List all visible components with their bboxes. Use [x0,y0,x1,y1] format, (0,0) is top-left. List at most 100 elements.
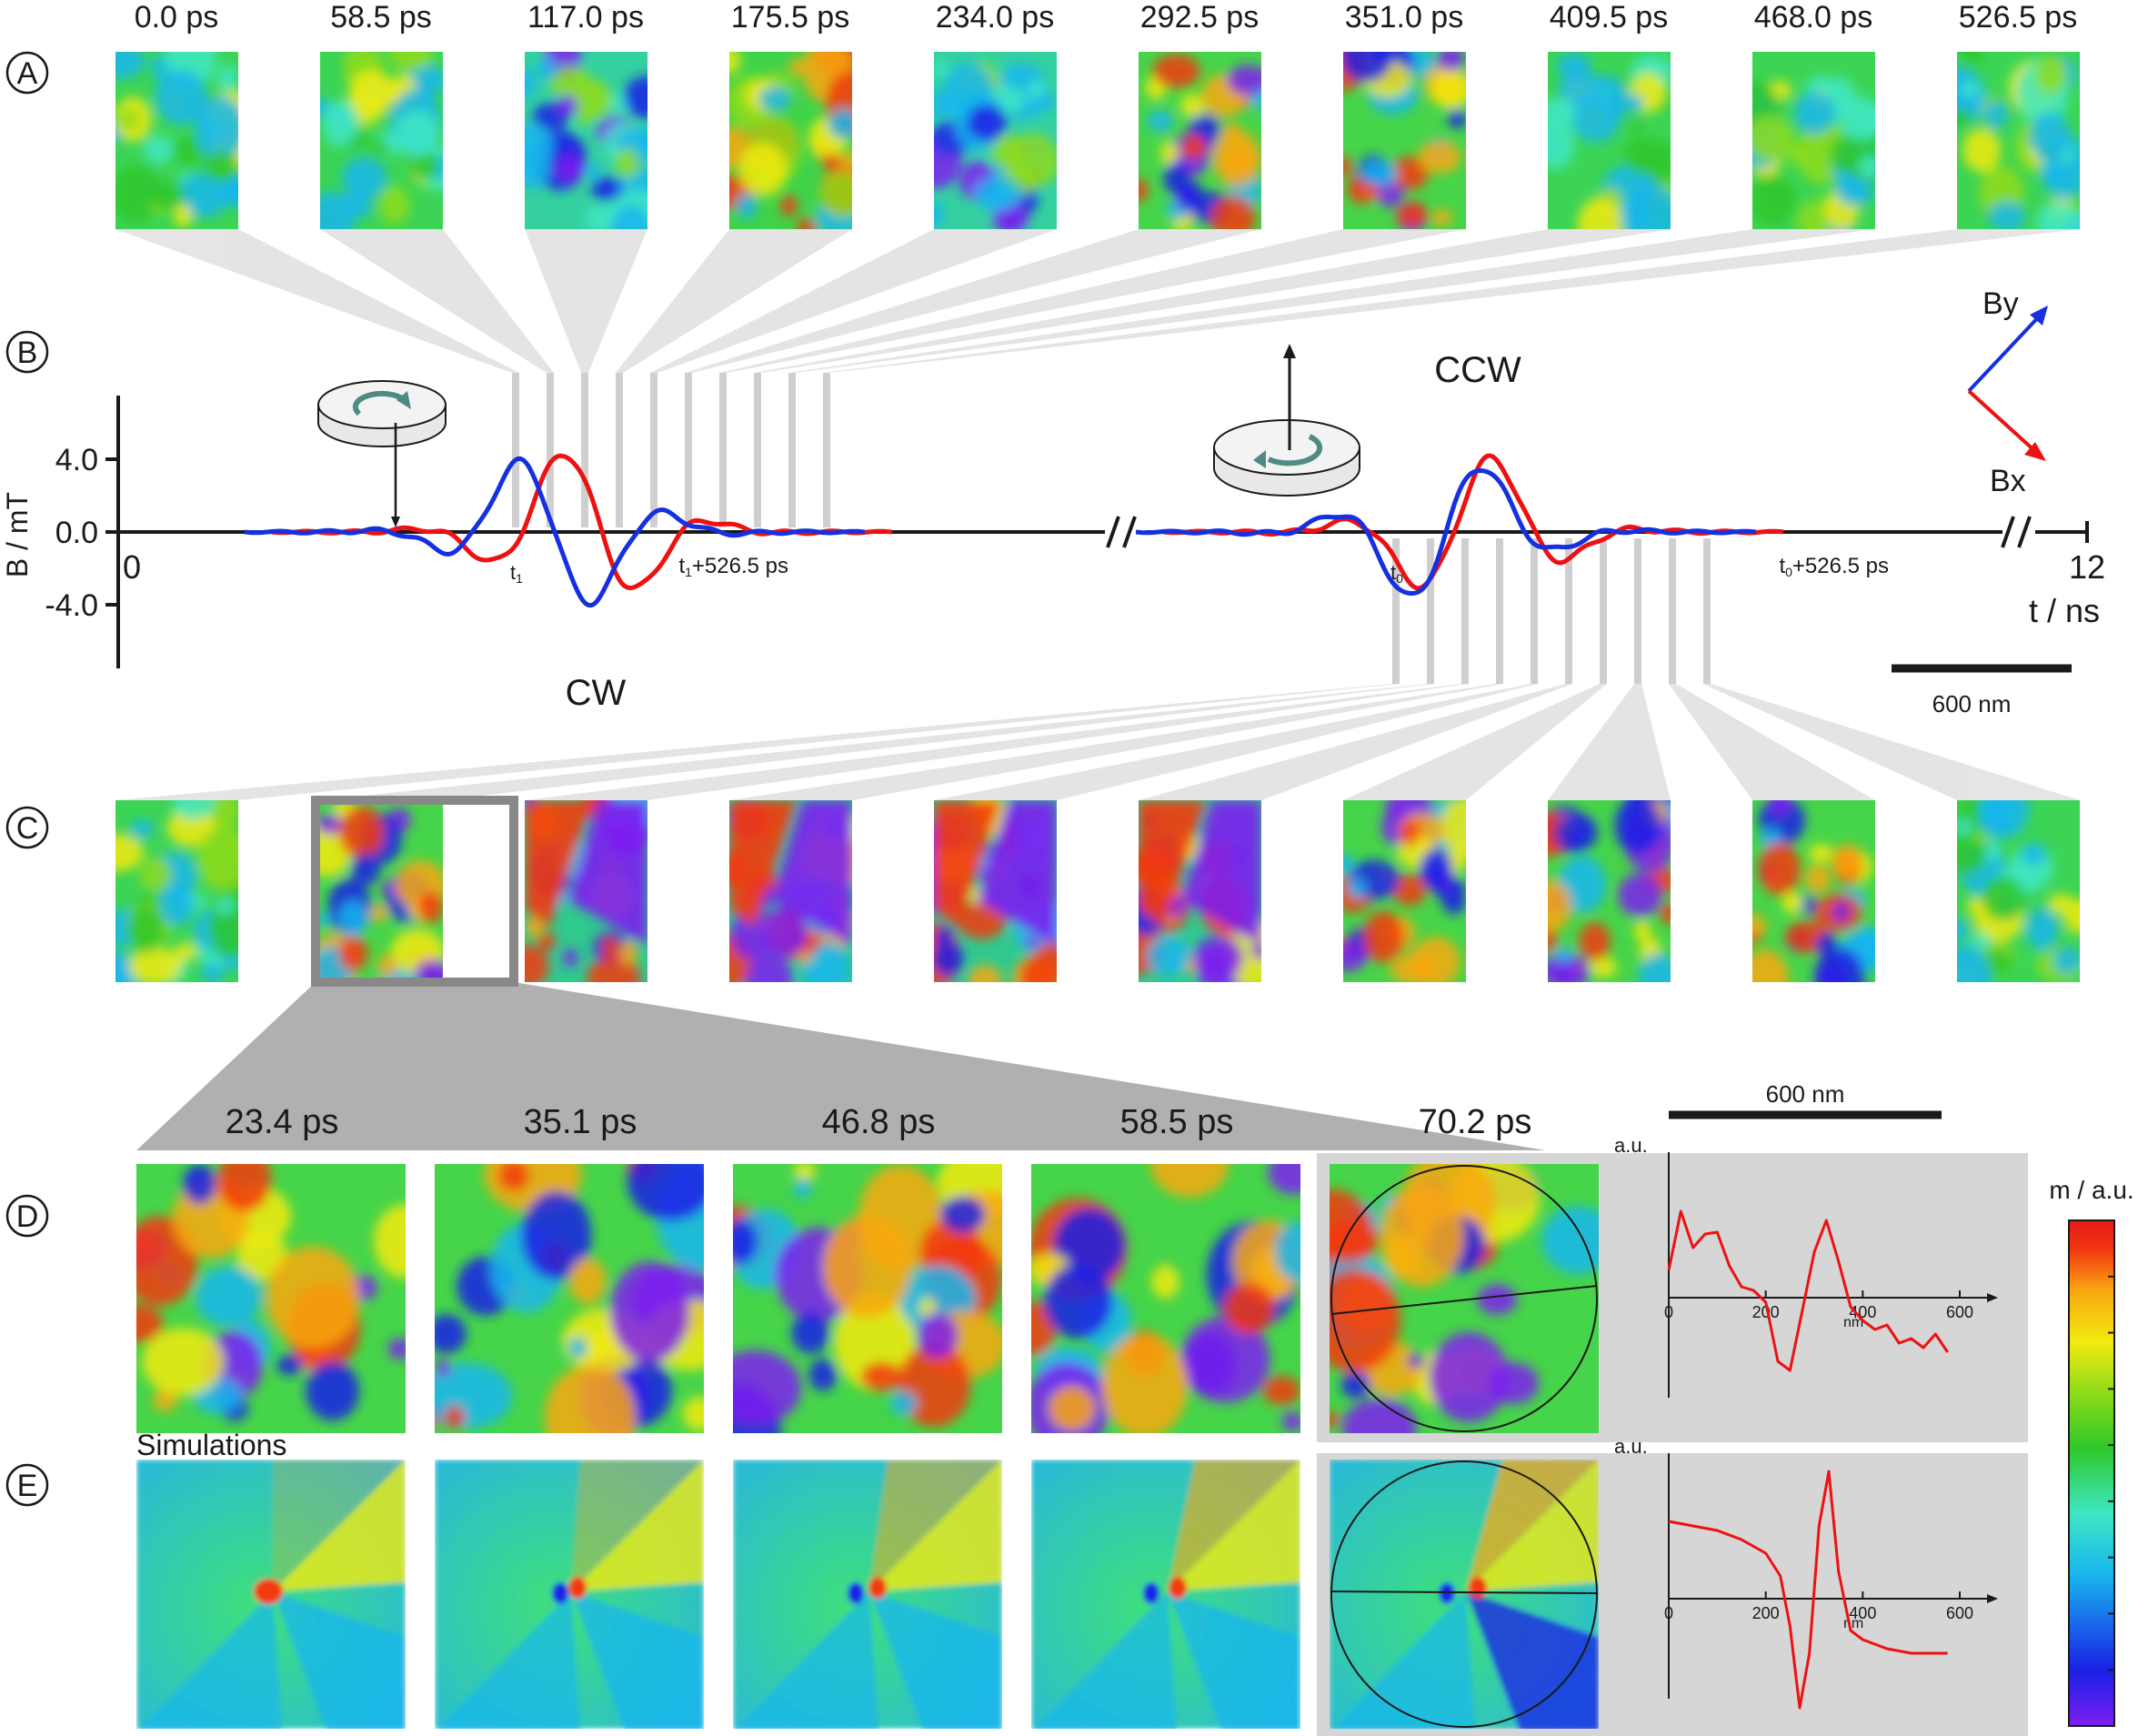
panel-d-times: 23.4 ps 35.1 ps 46.8 ps 58.5 ps 70.2 ps [226,1103,1532,1141]
axis-break-2 [2001,516,2032,548]
line-profile-circle-e [1330,1460,1598,1728]
line-profile-cut-e [1330,1590,1598,1594]
colorbar-label: m / a.u. [2049,1176,2133,1204]
map-c-0 [115,800,238,982]
time-bar-cw-7 [754,373,761,527]
connector-a-4 [650,229,1057,373]
profE-xtick-label-0: 0 [1664,1604,1673,1622]
profD-xlabel: nm [1843,1315,1863,1330]
connector-a-5 [685,229,1261,373]
panel-d-maps [136,1164,1599,1433]
time-bar-ccw-6 [1600,538,1607,684]
pulse-end-1: t0+526.5 ps [1779,554,1889,579]
connector-a-1 [320,229,554,373]
connector-c-9 [1703,684,2080,800]
time-bar-cw-0 [512,373,519,527]
profE-xtick-label-2: 400 [1849,1604,1876,1622]
time-bar-cw-1 [547,373,554,527]
connector-c-2 [525,684,1469,800]
field-series [244,453,1784,608]
time-bar-ccw-1 [1427,538,1434,684]
map-e-1 [435,1460,704,1729]
map-c-4 [934,800,1057,982]
series-bx-ccw [1162,453,1784,591]
connector-c-7 [1548,684,1671,800]
time-bar-ccw-7 [1634,538,1641,684]
time-bar-cw-2 [581,373,588,527]
panel-c-marker [5,806,49,849]
map-c-2 [525,800,647,982]
scale-bar-d: 600 nm [1669,1080,1942,1119]
map-a-5 [1139,52,1261,229]
map-d-0 [136,1164,406,1433]
panel-a-times: 0.0 ps 58.5 ps 117.0 ps 175.5 ps 234.0 ps 292… [135,0,2078,35]
y-tick-label-1: 0.0 [55,516,98,550]
panel-b-letter: B [17,336,38,370]
connector-c-4 [934,684,1538,800]
panel-a-letter: A [17,56,38,91]
map-c-7 [1548,800,1671,982]
map-e-4 [1330,1460,1599,1729]
profD-xtick-label-3: 600 [1946,1303,1973,1321]
time-bar-cw-3 [616,373,623,527]
panel-d-letter: D [16,1199,39,1234]
panel-d-time-3: 58.5 ps [1120,1103,1234,1141]
legend-by: By [1982,286,2019,321]
time-bar-ccw-3 [1496,538,1503,684]
map-d-1 [435,1164,704,1433]
profE-xtick-label-3: 600 [1946,1604,1973,1622]
panel-a-time-6: 351.0 ps [1345,0,1463,35]
panel-e-marker [5,1463,49,1507]
connector-c-6 [1343,684,1607,800]
map-c-8 [1752,800,1875,982]
panel-e-letter: E [17,1469,38,1503]
pulse-end-suffix-1: +526.5 ps [1792,554,1889,578]
panel-d-time-1: 35.1 ps [524,1103,637,1141]
colorbar-ticks [2108,1275,2114,1671]
connector-a-7 [754,229,1671,373]
colorbar-gradient [2068,1219,2115,1727]
map-c-6 [1343,800,1466,982]
simulations-title: Simulations [136,1429,286,1461]
scale-bar-b: 600 nm [1892,664,2072,717]
panel-a-time-1: 58.5 ps [330,0,432,35]
colorbar: m / a.u. [2049,1176,2134,1727]
connector-a-6 [719,229,1466,373]
connector-c-0 [115,684,1400,800]
axis-break-1 [1106,516,1137,548]
panel-a-time-4: 234.0 ps [936,0,1054,35]
panel-c-maps [115,800,2080,982]
time-bar-cw-8 [788,373,796,527]
connector-a-0 [115,229,519,373]
map-a-6 [1343,52,1466,229]
profile-d: a.u. nm 0 200 400 600 [1614,1134,1998,1398]
zoom-funnel [136,982,1546,1150]
time-bar-ccw-5 [1565,538,1572,684]
pulse-start-sub-0: 1 [516,571,523,586]
profD-curve [1667,1209,1949,1372]
connector-c-5 [1139,684,1572,800]
panel-a-time-9: 526.5 ps [1959,0,2077,35]
map-d-3 [1031,1164,1300,1433]
map-c-5 [1139,800,1261,982]
panel-c: C [5,806,49,849]
map-d-4 [1330,1164,1599,1433]
panel-d-marker [5,1194,49,1238]
time-bar-cw-9 [823,373,830,527]
scale-bar-d-label: 600 nm [1766,1080,1845,1108]
line-profile-circle-d [1330,1165,1598,1432]
panel-d-time-2: 46.8 ps [822,1103,936,1141]
panel-a-time-3: 175.5 ps [731,0,849,35]
panel-a-time-2: 117.0 ps [527,0,644,35]
panel-a-time-5: 292.5 ps [1140,0,1259,35]
panel-a-time-8: 468.0 ps [1754,0,1872,35]
pulse-start-sub-1: 0 [1396,571,1403,586]
map-a-8 [1752,52,1875,229]
panel-a-marker [5,51,49,95]
map-a-9 [1957,52,2080,229]
connector-a-3 [616,229,852,373]
profE-curve [1668,1470,1948,1710]
profD-xtick-label-2: 400 [1849,1303,1876,1321]
pulse-label-ccw: CCW [1434,350,1521,390]
